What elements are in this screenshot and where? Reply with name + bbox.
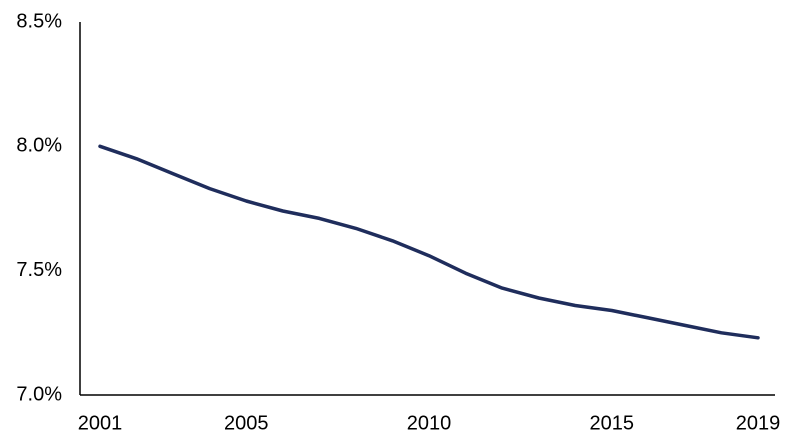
x-tick-label: 2001 <box>78 412 123 434</box>
x-tick-label: 2010 <box>407 412 452 434</box>
y-tick-label: 8.5% <box>16 10 62 32</box>
line <box>98 144 760 340</box>
y-tick-label: 7.5% <box>16 259 62 281</box>
x-tick-label: 2019 <box>736 412 781 434</box>
x-tick-label: 2005 <box>224 412 269 434</box>
x-tick-label: 2015 <box>590 412 635 434</box>
y-tick-label: 8.0% <box>16 135 62 157</box>
y-tick-label: 7.0% <box>16 383 62 405</box>
